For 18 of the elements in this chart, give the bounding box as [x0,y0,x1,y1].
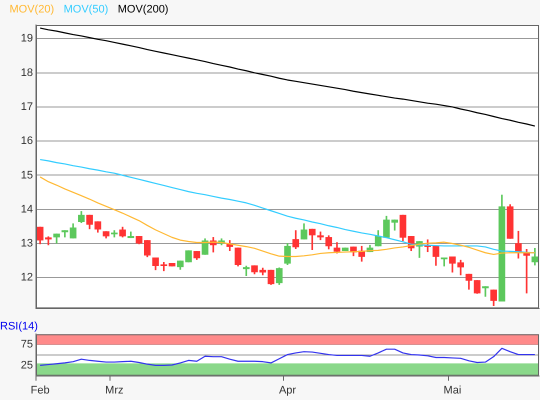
text: MOV(20) [10,4,54,16]
text: MOV(200) [118,4,168,16]
y-tick-label: 19 [20,32,33,45]
y-tick-label: 25 [20,359,33,372]
y-tick-label: 17 [20,100,33,113]
x-tick-label: Mrz [105,384,124,396]
chart-title: RSI(14) [0,320,38,333]
y-tick-label: 18 [20,66,33,79]
y-tick-label: 12 [20,272,33,284]
y-tick-label: 14 [20,203,33,216]
x-tick-label: Mai [444,384,462,396]
y-tick-label: 13 [20,238,33,250]
y-tick-label: 16 [20,135,33,148]
x-tick-label: Apr [278,384,296,396]
y-tick-label: 75 [20,338,33,351]
y-tick-label: 15 [20,169,33,182]
x-tick-label: Feb [30,384,50,396]
text: MOV(50) [64,4,108,16]
